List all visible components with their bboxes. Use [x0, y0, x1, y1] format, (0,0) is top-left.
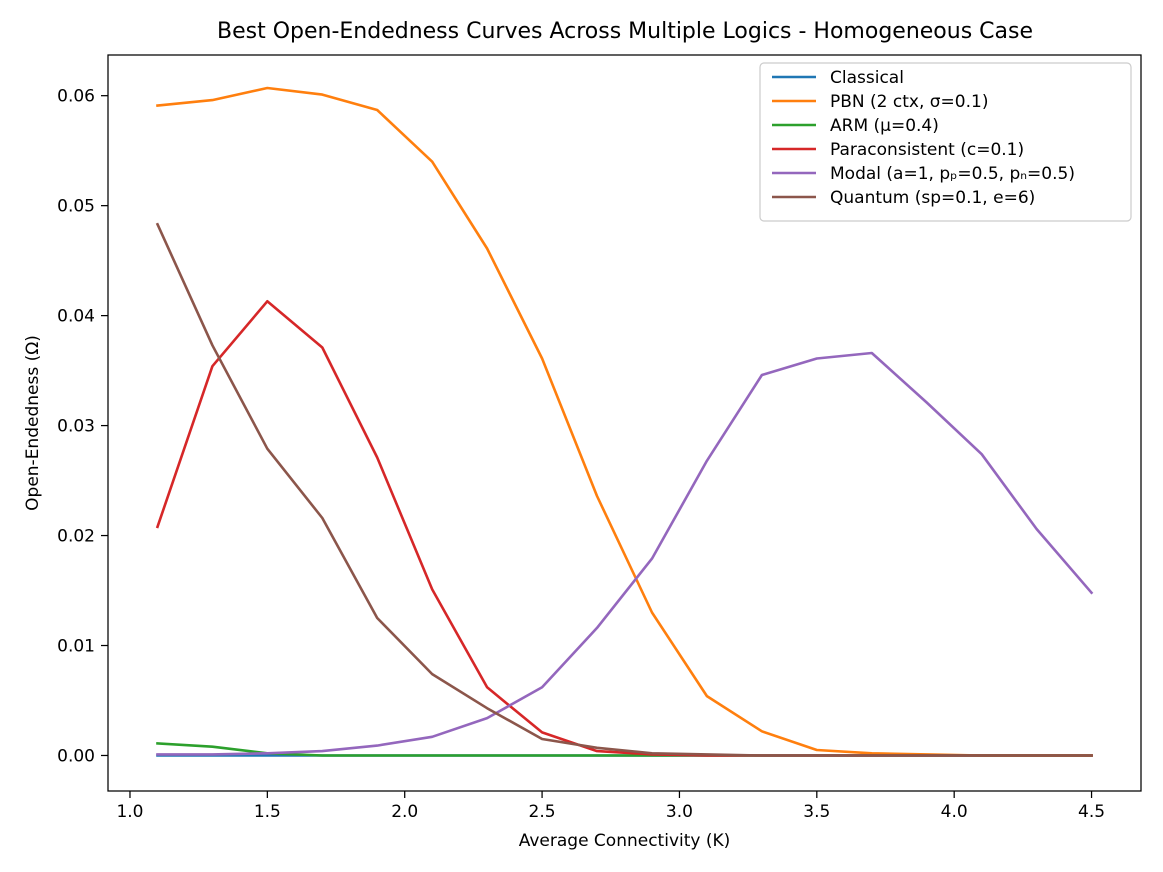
legend-entry: ARM (μ=0.4) — [830, 116, 939, 136]
x-tick-label: 2.0 — [391, 802, 418, 822]
legend-entry: Modal (a=1, pₚ=0.5, pₙ=0.5) — [830, 164, 1075, 184]
x-tick-label: 3.0 — [666, 802, 693, 822]
plot-area — [107, 54, 1142, 792]
y-tick-label: 0.03 — [57, 417, 95, 437]
chart-title: Best Open-Endedness Curves Across Multip… — [217, 19, 1033, 44]
series-line-4 — [156, 351, 1094, 756]
x-tick-label: 4.0 — [941, 802, 968, 822]
x-tick-label: 3.5 — [803, 802, 830, 822]
x-tick-label: 4.5 — [1078, 802, 1105, 822]
x-axis-ticks: 1.0 1.5 2.0 2.5 3.0 3.5 4.0 4.5 — [116, 791, 1105, 822]
legend-entry: Quantum (sp=0.1, e=6) — [830, 188, 1035, 208]
axes-frame — [107, 54, 1142, 792]
series-line-5 — [155, 222, 1093, 757]
y-tick-label: 0.04 — [57, 307, 95, 327]
y-tick-label: 0.05 — [57, 197, 95, 217]
y-axis-label: Open-Endedness (Ω) — [23, 335, 43, 511]
x-tick-label: 2.5 — [529, 802, 556, 822]
y-tick-label: 0.01 — [57, 637, 95, 657]
x-tick-label: 1.0 — [116, 802, 143, 822]
series-layer — [155, 86, 1094, 757]
legend-entry: PBN (2 ctx, σ=0.1) — [830, 92, 988, 112]
legend: Classical PBN (2 ctx, σ=0.1) ARM (μ=0.4) Pa… — [759, 62, 1132, 222]
y-tick-label: 0.00 — [57, 746, 95, 766]
legend-items: Classical PBN (2 ctx, σ=0.1) ARM (μ=0.4) Pa… — [772, 68, 1075, 208]
y-axis-ticks: 0.00 0.01 0.02 0.03 0.04 0.05 0.06 — [57, 87, 108, 766]
legend-entry: Classical — [830, 68, 904, 88]
legend-entry: Paraconsistent (c=0.1) — [830, 140, 1024, 160]
y-tick-label: 0.02 — [57, 527, 95, 547]
y-tick-label: 0.06 — [57, 87, 95, 107]
x-axis-label: Average Connectivity (K) — [519, 831, 731, 851]
x-tick-label: 1.5 — [254, 802, 281, 822]
legend-frame — [759, 62, 1132, 222]
